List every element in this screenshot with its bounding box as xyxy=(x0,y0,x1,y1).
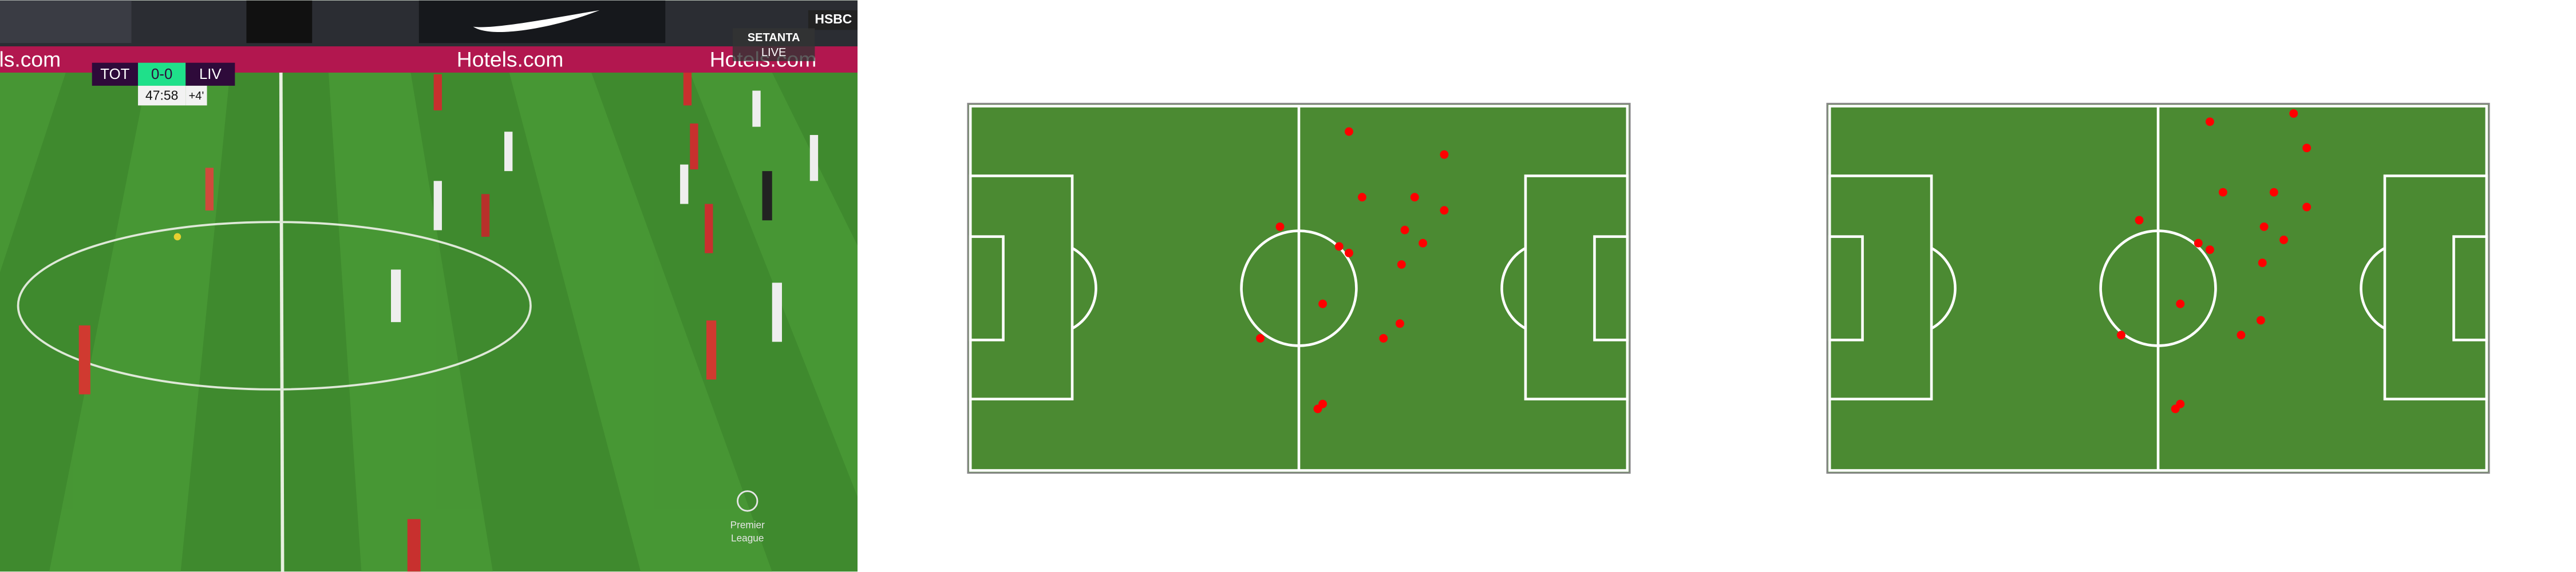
clock: 47:58 xyxy=(145,88,178,103)
goal-area xyxy=(1828,235,1864,341)
league-name: League xyxy=(731,532,764,543)
player-dots xyxy=(1256,127,1449,414)
centre-circle xyxy=(1240,229,1358,347)
grass-stripes xyxy=(0,72,858,572)
channel-bug xyxy=(732,28,815,61)
centre-circle xyxy=(17,221,532,391)
penalty-arc xyxy=(1500,247,1527,330)
league-logo xyxy=(737,490,758,512)
ad-text: Hotels.com xyxy=(0,47,61,72)
goal-area xyxy=(2452,235,2488,341)
tunnel xyxy=(246,0,313,43)
league-name: Premier xyxy=(730,519,765,531)
goal-area xyxy=(1593,235,1629,341)
away-box xyxy=(185,62,235,86)
centre-circle xyxy=(2099,229,2217,347)
goal-area xyxy=(969,235,1005,341)
sponsor: HSBC xyxy=(815,11,852,26)
penalty-arc xyxy=(1071,247,1097,330)
score-box xyxy=(138,62,186,86)
added-time-box xyxy=(185,85,207,106)
sponsor-box xyxy=(808,10,858,30)
broadcast-frame: Hotels.com Hotels.com Hotels.com HSBC SE… xyxy=(0,0,858,572)
channel: SETANTA xyxy=(748,31,800,44)
away-team: LIV xyxy=(199,66,222,82)
score: 0-0 xyxy=(151,66,172,82)
pitch-diagram xyxy=(967,102,1631,474)
penalty-arc xyxy=(1930,247,1957,330)
channel-tag: LIVE xyxy=(761,46,787,59)
nike-swoosh xyxy=(473,10,600,32)
penalty-arc xyxy=(2360,247,2386,330)
player-dots xyxy=(2116,109,2312,414)
ad-text: Hotels.com xyxy=(457,47,564,72)
halfway-line xyxy=(279,72,285,572)
added-time: +4' xyxy=(189,90,204,102)
players xyxy=(78,72,819,572)
home-box xyxy=(92,62,139,86)
clock-box xyxy=(138,85,186,106)
pitch-diagram xyxy=(1826,102,2490,474)
home-team: TOT xyxy=(100,66,129,82)
stand-block xyxy=(0,0,132,43)
